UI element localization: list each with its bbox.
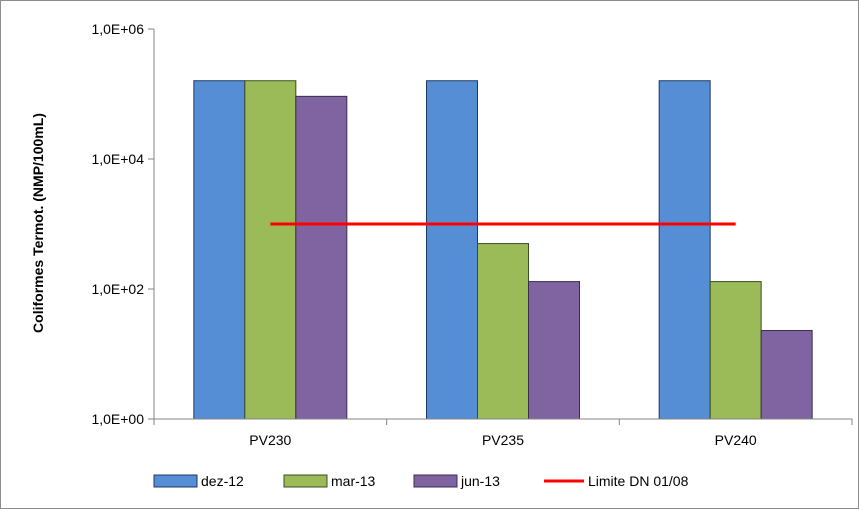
y-tick-label: 1,0E+04 bbox=[91, 151, 144, 167]
bar-dez-12-PV235 bbox=[426, 80, 478, 420]
bar-dez-12-PV240 bbox=[658, 80, 711, 420]
legend-label-mar-13: mar-13 bbox=[331, 473, 376, 489]
legend-label-dez-12: dez-12 bbox=[201, 473, 244, 489]
legend-label-reference-line: Limite DN 01/08 bbox=[588, 473, 689, 489]
bar-jun-13-PV235 bbox=[528, 281, 580, 420]
y-axis-title: Coliformes Termot. (NMP/100mL) bbox=[30, 113, 46, 333]
x-tick-label: PV230 bbox=[249, 432, 291, 448]
bar-jun-13-PV230 bbox=[295, 95, 348, 420]
bar-jun-13-PV240 bbox=[760, 329, 813, 420]
legend-swatch-mar-13 bbox=[283, 474, 328, 488]
bar-dez-12-PV230 bbox=[193, 80, 246, 420]
bars-group bbox=[193, 80, 813, 420]
y-tick-label: 1,0E+00 bbox=[91, 411, 144, 427]
legend: dez-12 mar-13 jun-13 Limite DN 01/08 bbox=[153, 473, 689, 489]
x-tick-label: PV240 bbox=[715, 432, 757, 448]
y-axis: 1,0E+00 1,0E+02 1,0E+04 1,0E+06 bbox=[91, 21, 155, 427]
bar-mar-13-PV230 bbox=[244, 80, 297, 420]
x-axis: PV230 PV235 PV240 bbox=[153, 418, 853, 448]
y-tick-label: 1,0E+02 bbox=[91, 281, 144, 297]
legend-swatch-dez-12 bbox=[153, 474, 198, 488]
bar-mar-13-PV240 bbox=[709, 281, 762, 420]
y-tick-label: 1,0E+06 bbox=[91, 21, 144, 37]
x-tick-label: PV235 bbox=[482, 432, 524, 448]
legend-label-jun-13: jun-13 bbox=[460, 473, 500, 489]
legend-swatch-jun-13 bbox=[413, 474, 458, 488]
bar-mar-13-PV235 bbox=[477, 243, 529, 420]
